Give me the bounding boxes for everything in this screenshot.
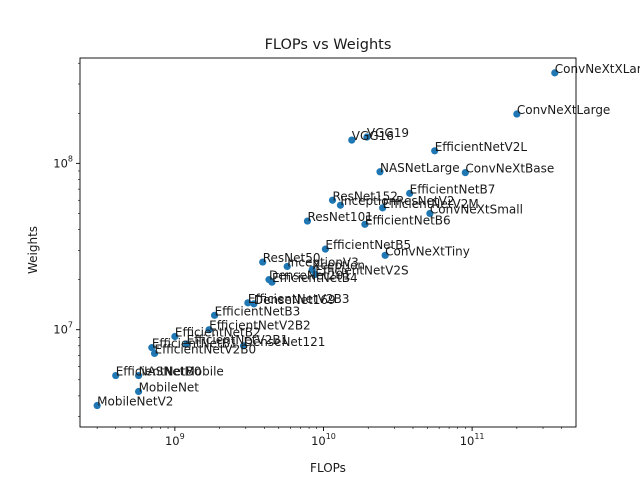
- point-label: VGG19: [367, 126, 409, 140]
- data-point: [150, 349, 159, 358]
- point-label: VGG16: [352, 129, 394, 143]
- data-point: [328, 196, 337, 204]
- point-label: NASNetLarge: [380, 161, 460, 175]
- x-tick-exponent: 10: [326, 432, 336, 441]
- point-label: EfficientNetV2B0: [155, 342, 257, 356]
- data-point: [381, 251, 389, 259]
- data-point: [259, 258, 267, 266]
- y-tick-label: 107: [53, 321, 73, 337]
- point-label: InceptionResNetV2: [340, 194, 454, 208]
- data-point: [210, 311, 219, 319]
- data-point: [134, 371, 143, 380]
- data-point: [406, 189, 414, 197]
- x-tick-label: 1011: [460, 432, 485, 448]
- point-label: EfficientNetB7: [410, 182, 496, 196]
- point-label: InceptionV3: [287, 255, 359, 269]
- point-label: EfficientNetB5: [325, 238, 411, 252]
- y-tick-label: 108: [53, 154, 73, 170]
- data-point: [311, 270, 319, 278]
- x-tick-exponent: 9: [180, 432, 185, 441]
- point-label: ConvNeXtLarge: [517, 103, 610, 117]
- point-label: EfficientNetB0: [116, 365, 202, 379]
- point-label: EfficientNetB3: [215, 304, 301, 318]
- x-axis-label: FLOPs: [310, 461, 346, 475]
- point-label: Xception: [312, 259, 365, 273]
- point-label: ConvNeXtBase: [465, 162, 554, 176]
- y-tick-base: 10: [53, 156, 68, 170]
- data-point: [283, 262, 291, 271]
- data-point: [171, 332, 179, 341]
- point-label: DenseNet201: [269, 269, 351, 283]
- data-point: [379, 204, 387, 212]
- y-axis-label: Weights: [26, 226, 40, 274]
- x-tick-base: 10: [460, 434, 475, 448]
- data-point: [361, 220, 369, 228]
- point-label: EfficientNetV2L: [435, 140, 528, 154]
- point-label: EfficientNetV2B1: [187, 333, 289, 347]
- point-labels: ConvNeXtXLarge ConvNeXtLarge EfficientNetV…: [97, 62, 640, 409]
- data-point: [336, 201, 345, 209]
- chart-title: FLOPs vs Weights: [265, 37, 392, 53]
- data-point: [461, 168, 469, 177]
- point-label: DenseNet169: [254, 293, 336, 307]
- point-label: ConvNeXtXLarge: [555, 62, 640, 76]
- data-point: [363, 133, 371, 141]
- x-tick-base: 10: [165, 434, 180, 448]
- point-label: NASNetMobile: [139, 365, 224, 379]
- point-label: EfficientNetB6: [365, 213, 451, 227]
- y-tick-base: 10: [53, 323, 68, 337]
- data-point: [321, 245, 329, 253]
- data-point: [348, 136, 356, 144]
- point-label: EfficientNetB4: [272, 271, 358, 285]
- data-point: [244, 299, 252, 307]
- data-point: [239, 342, 248, 350]
- data-point: [551, 69, 559, 77]
- x-tick-base: 10: [311, 434, 326, 448]
- data-point: [93, 401, 101, 410]
- data-point: [426, 209, 434, 218]
- data-point: [268, 278, 276, 286]
- data-points: [93, 69, 559, 410]
- data-point: [148, 344, 156, 352]
- data-point: [183, 340, 191, 348]
- plot-frame: [79, 57, 577, 428]
- point-label: EfficientNetV2B2: [209, 319, 311, 333]
- data-point: [205, 326, 213, 334]
- data-point: [513, 110, 521, 118]
- point-label: ResNet101: [307, 210, 372, 224]
- point-label: DenseNet121: [244, 335, 326, 349]
- data-point: [250, 300, 258, 308]
- point-label: EfficientNetV2B3: [248, 292, 350, 306]
- y-tick-exponent: 7: [68, 321, 73, 330]
- x-tick-label: 109: [165, 432, 185, 448]
- point-label: EfficientNetV2M: [383, 197, 479, 211]
- point-label: ConvNeXtTiny: [385, 244, 470, 258]
- point-label: EfficientNetB2: [175, 326, 261, 340]
- point-label: ResNet50: [263, 251, 321, 265]
- point-label: EfficientNetB1: [152, 337, 238, 351]
- data-point: [431, 147, 439, 155]
- x-tick-exponent: 11: [474, 432, 484, 441]
- point-label: MobileNetV2: [97, 395, 173, 409]
- point-label: ResNet152: [333, 189, 398, 203]
- data-point: [134, 387, 143, 396]
- point-label: MobileNet: [139, 381, 200, 395]
- data-point: [112, 371, 120, 380]
- y-tick-exponent: 8: [68, 154, 73, 163]
- point-label: EfficientNetV2S: [315, 263, 408, 277]
- point-label: ConvNeXtSmall: [430, 202, 523, 216]
- data-point: [303, 217, 312, 225]
- x-tick-label: 1010: [311, 432, 336, 448]
- data-point: [376, 168, 384, 176]
